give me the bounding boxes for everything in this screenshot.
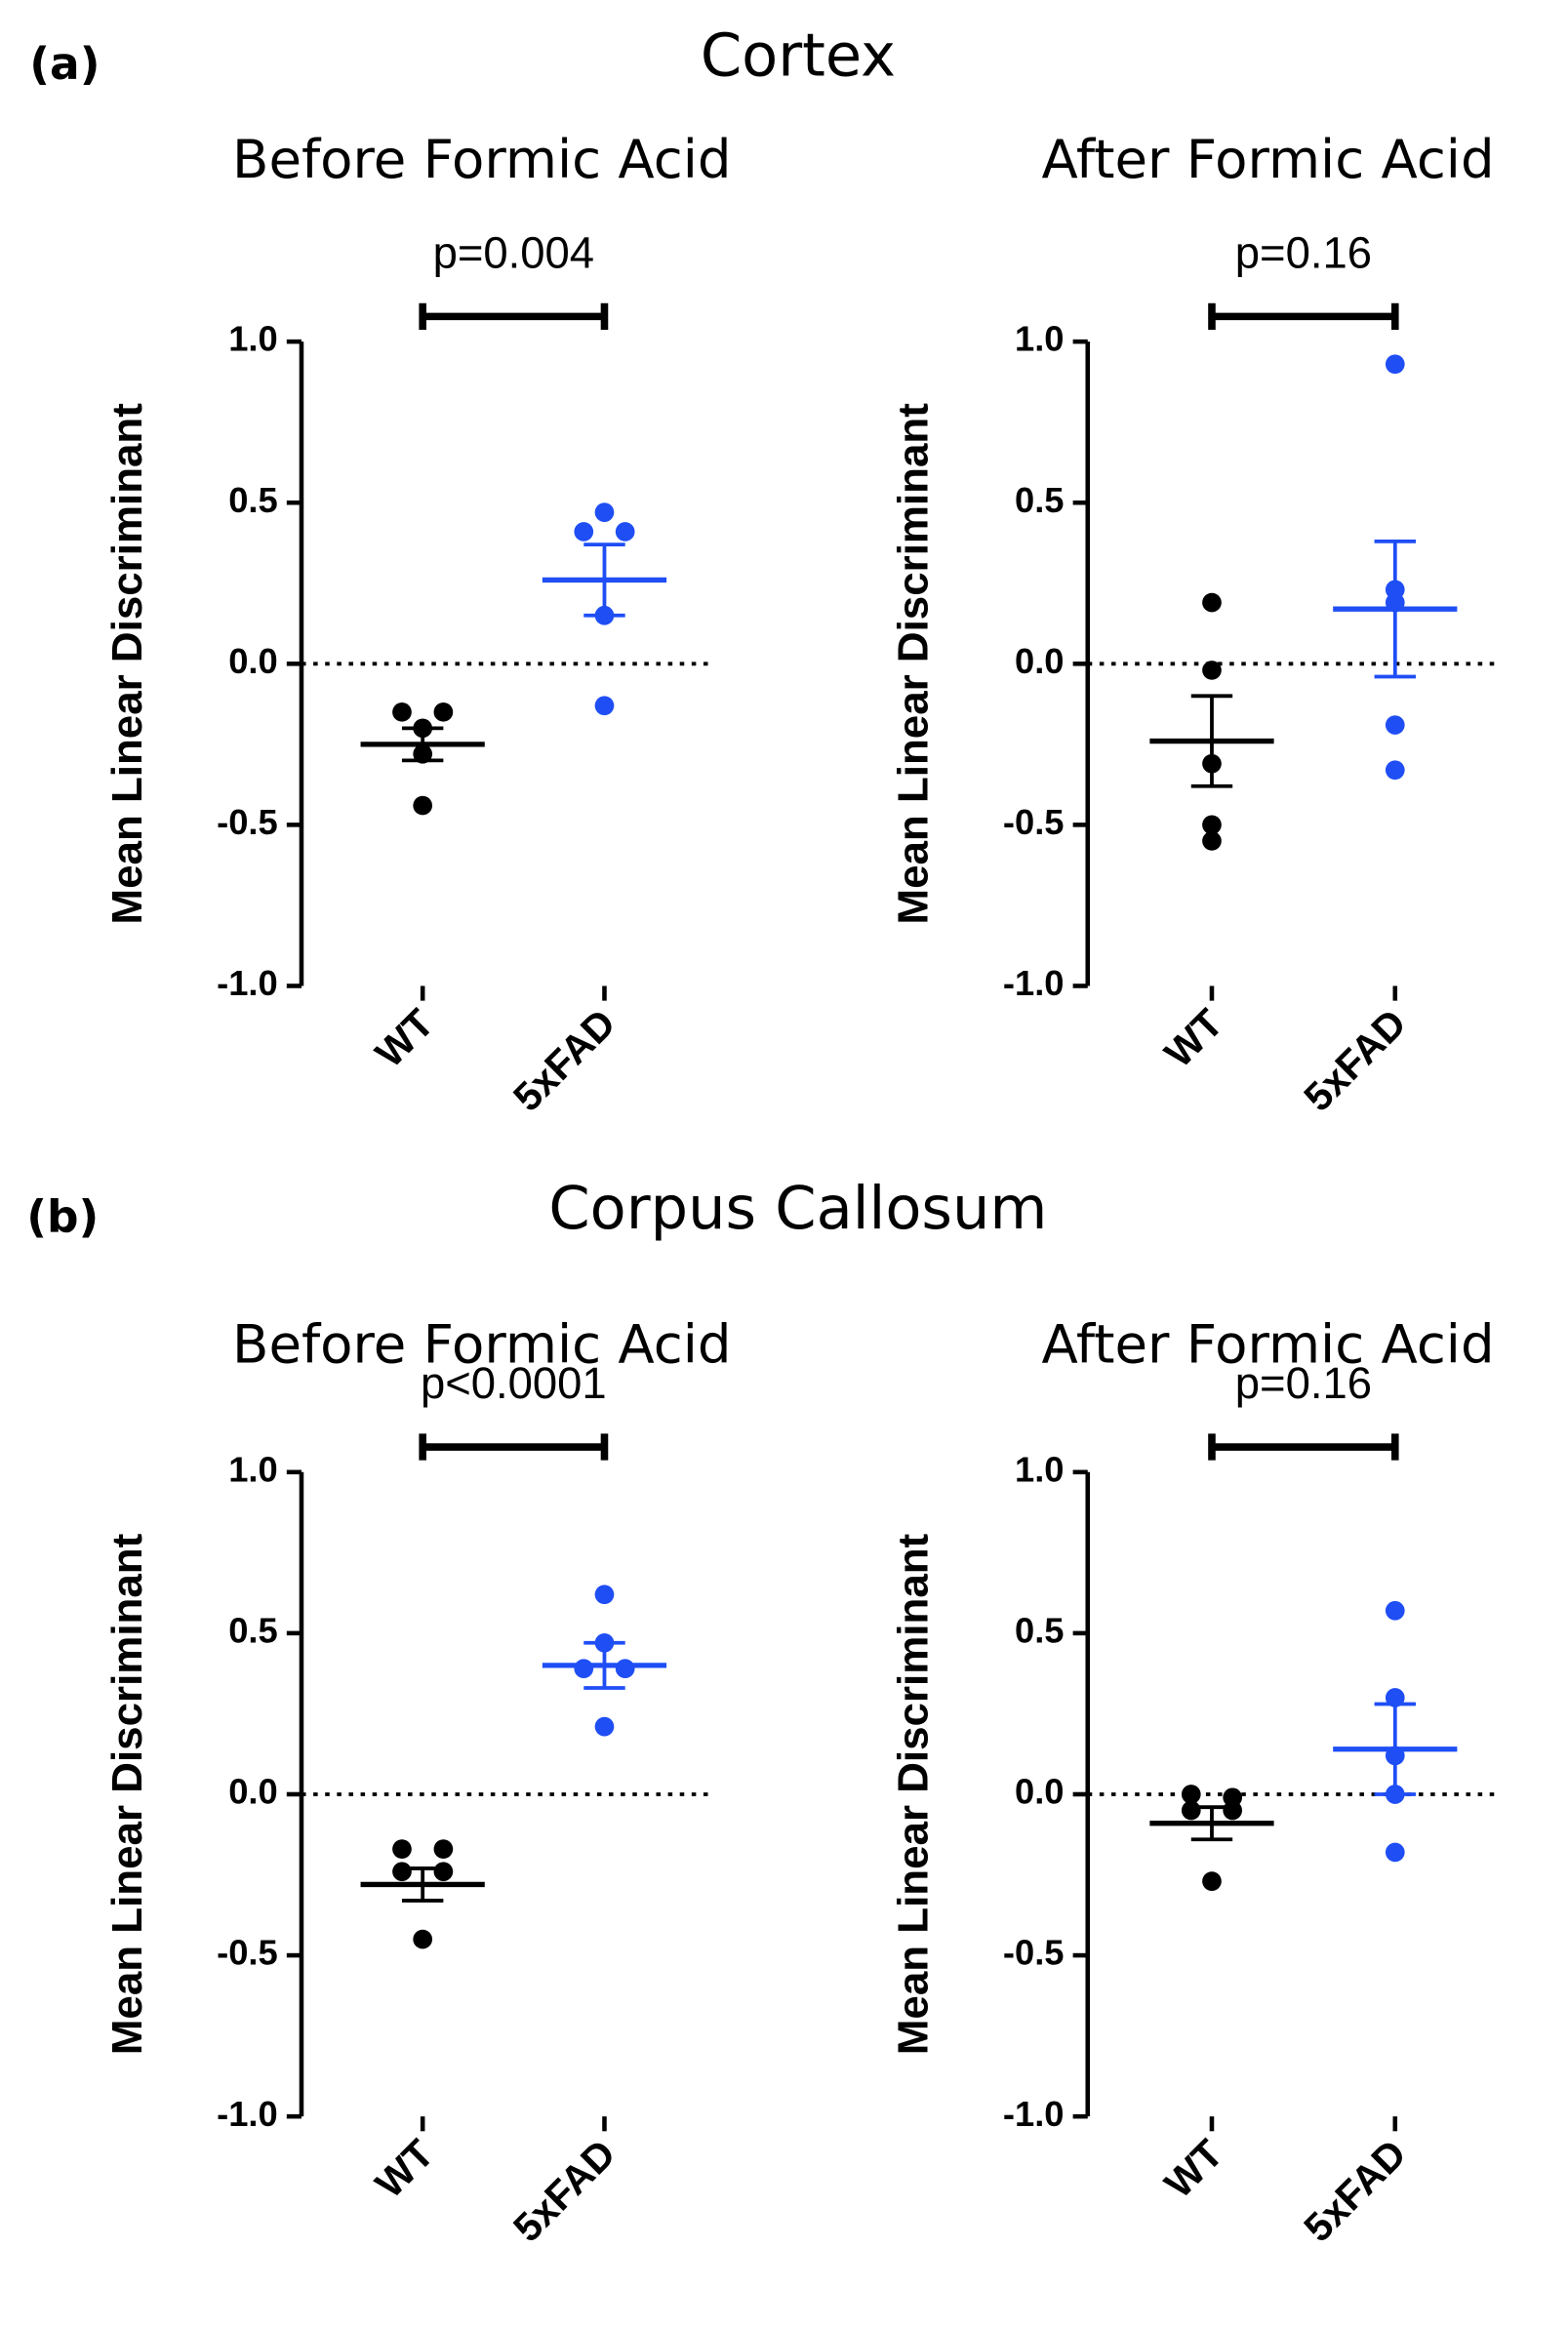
data-point [1385, 715, 1405, 735]
data-point [1202, 831, 1222, 851]
y-tick-label: 0.0 [1015, 641, 1065, 681]
y-tick-label: 0.5 [228, 1610, 278, 1650]
y-tick-label: -0.5 [1003, 1933, 1065, 1973]
data-point [574, 1659, 594, 1679]
chart-title: Before Formic Acid [232, 128, 731, 190]
x-tick-label: WT [1156, 1000, 1231, 1075]
data-point [1385, 1842, 1405, 1863]
y-tick-label: 0.5 [1015, 1610, 1065, 1650]
y-tick-label: 0.0 [228, 641, 278, 681]
p-value: p=0.16 [1235, 1358, 1372, 1408]
x-tick-label: 5xFAD [504, 2131, 623, 2250]
p-value: p<0.0001 [421, 1358, 607, 1408]
x-tick-label: 5xFAD [1295, 2131, 1414, 2250]
data-point [594, 1585, 615, 1605]
y-tick-label: -0.5 [217, 802, 278, 842]
y-tick-label: 0.5 [1015, 480, 1065, 520]
data-point [1181, 1800, 1201, 1821]
data-point [392, 1862, 412, 1882]
p-value: p=0.16 [1235, 227, 1372, 277]
section-title: Corpus Callosum [548, 1175, 1047, 1243]
x-tick-label: WT [367, 1000, 442, 1075]
data-point [433, 1839, 454, 1859]
data-point [1385, 354, 1405, 375]
chart-title: After Formic Acid [1041, 1313, 1494, 1376]
data-point [615, 522, 635, 542]
p-value: p=0.004 [433, 227, 594, 277]
data-point [594, 1716, 615, 1737]
x-tick-label: WT [1156, 2131, 1231, 2206]
data-point [594, 502, 615, 522]
data-point [1202, 1871, 1222, 1891]
x-tick-label: 5xFAD [504, 1000, 623, 1119]
data-point [1202, 592, 1222, 613]
data-point [1181, 1785, 1201, 1804]
data-point [594, 696, 615, 716]
data-point [1223, 1800, 1243, 1821]
x-tick-label: 5xFAD [1295, 1000, 1414, 1119]
section-title: Cortex [701, 21, 896, 90]
y-axis-label: Mean Linear Discriminant [890, 1533, 938, 2055]
y-tick-label: 0.5 [228, 480, 278, 520]
panel-label: (b) [26, 1190, 99, 1242]
chart-title: After Formic Acid [1041, 128, 1494, 190]
y-tick-label: -1.0 [217, 963, 278, 1003]
significance-bracket [1208, 1433, 1399, 1461]
data-point [574, 522, 594, 542]
y-tick-label: -1.0 [1003, 2094, 1065, 2134]
y-tick-label: 0.0 [1015, 1772, 1065, 1812]
y-tick-label: -0.5 [1003, 802, 1065, 842]
significance-bracket [419, 302, 609, 331]
x-tick-label: WT [367, 2131, 442, 2206]
significance-bracket [419, 1433, 609, 1461]
data-point [1385, 760, 1405, 781]
data-point [433, 702, 454, 722]
data-point [433, 1862, 454, 1882]
y-tick-label: 1.0 [1015, 1449, 1065, 1489]
chart-title: Before Formic Acid [232, 1313, 731, 1376]
data-point [1202, 661, 1222, 680]
significance-bracket [1208, 302, 1399, 331]
data-point [413, 795, 433, 816]
panel-label: (a) [29, 38, 100, 90]
y-tick-label: -0.5 [217, 1933, 278, 1973]
data-point [392, 702, 412, 722]
data-point [615, 1659, 635, 1679]
y-axis-label: Mean Linear Discriminant [103, 403, 151, 925]
y-tick-label: 1.0 [228, 319, 278, 359]
y-tick-label: -1.0 [217, 2094, 278, 2134]
y-tick-label: 0.0 [228, 1772, 278, 1812]
data-point [413, 1929, 433, 1949]
y-tick-label: -1.0 [1003, 963, 1065, 1003]
y-tick-label: 1.0 [228, 1449, 278, 1489]
y-axis-label: Mean Linear Discriminant [890, 403, 938, 925]
y-axis-label: Mean Linear Discriminant [103, 1533, 151, 2055]
data-point [1385, 1600, 1405, 1621]
data-point [392, 1839, 412, 1859]
y-tick-label: 1.0 [1015, 319, 1065, 359]
data-point [1202, 815, 1222, 835]
